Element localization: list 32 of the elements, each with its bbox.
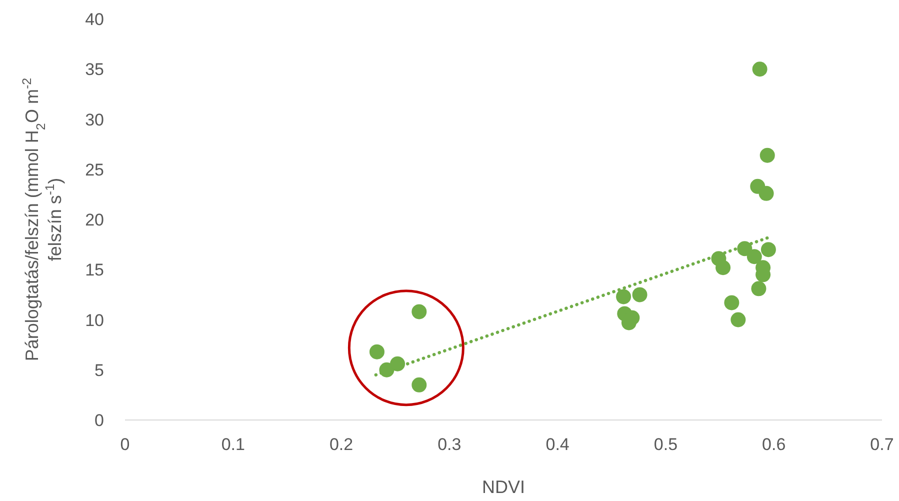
x-axis-title: NDVI bbox=[482, 477, 526, 497]
x-tick-label: 0.4 bbox=[546, 435, 570, 454]
y-tick-label: 15 bbox=[85, 260, 104, 280]
x-tick-label: 0.1 bbox=[221, 435, 245, 454]
y-tick-label: 20 bbox=[85, 210, 104, 230]
point bbox=[369, 344, 384, 360]
point bbox=[760, 148, 775, 163]
x-tick-label: 0.7 bbox=[870, 435, 894, 454]
point bbox=[632, 287, 648, 302]
point bbox=[616, 289, 632, 304]
x-tick-label: 0 bbox=[120, 435, 130, 454]
point bbox=[746, 249, 762, 264]
y-tick-label: 0 bbox=[94, 411, 104, 430]
x-tick-label: 0.6 bbox=[762, 435, 786, 454]
point bbox=[412, 377, 427, 392]
point bbox=[751, 281, 766, 296]
y-tick-label: 30 bbox=[85, 110, 104, 130]
point bbox=[412, 304, 427, 320]
y-tick-label: 10 bbox=[85, 310, 104, 330]
point bbox=[730, 312, 746, 328]
y-tick-label: 25 bbox=[85, 160, 104, 180]
y-tick-label: 35 bbox=[85, 60, 104, 80]
point bbox=[724, 295, 740, 310]
y-tick-label: 5 bbox=[94, 360, 104, 380]
x-tick-label: 0.2 bbox=[329, 435, 354, 454]
y-tick-label: 40 bbox=[85, 10, 104, 29]
x-tick-label: 0.5 bbox=[654, 435, 678, 454]
point bbox=[758, 186, 774, 201]
point bbox=[716, 260, 731, 276]
point bbox=[752, 62, 768, 77]
point bbox=[760, 242, 776, 258]
x-tick-label: 0.3 bbox=[438, 435, 462, 454]
